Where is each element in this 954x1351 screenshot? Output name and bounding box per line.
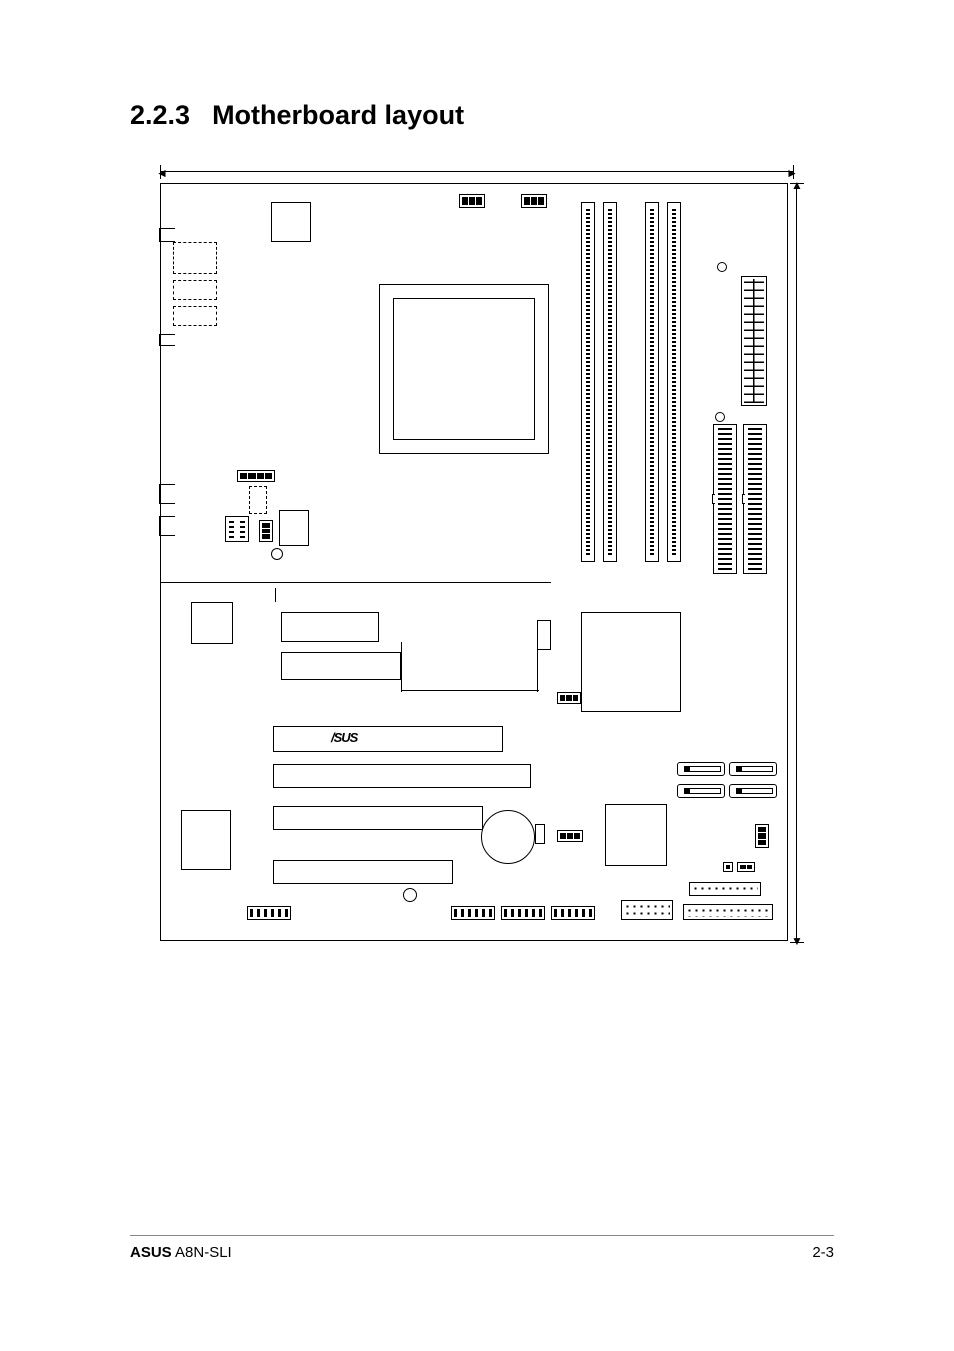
page-footer: ASUS A8N-SLI 2-3 <box>130 1235 834 1261</box>
fan-header <box>459 194 485 208</box>
chip <box>279 510 309 546</box>
io-tab <box>159 516 175 536</box>
io-tab <box>159 334 175 346</box>
board-outline: /SUS <box>160 183 788 941</box>
asus-logo: /SUS <box>331 730 357 745</box>
arrow-up-icon: ▲ <box>791 181 803 189</box>
header <box>259 520 273 542</box>
usb-header <box>551 906 595 920</box>
dimension-height: ▲ ▼ <box>790 183 802 943</box>
pci-slot <box>273 860 453 884</box>
clip <box>535 824 545 844</box>
sata-port <box>729 762 777 776</box>
pcie-slot <box>273 806 483 830</box>
io-dashed <box>173 280 217 300</box>
sata-port <box>729 784 777 798</box>
jumper <box>723 862 733 872</box>
chip <box>537 620 551 650</box>
mounting-hole <box>271 548 283 560</box>
chip <box>281 612 379 642</box>
io-dashed <box>173 242 217 274</box>
sata-port <box>677 784 725 798</box>
header <box>755 824 769 848</box>
motherboard-diagram: ◄ ► ▲ ▼ <box>148 171 788 941</box>
chip <box>225 516 249 542</box>
footer-brand: ASUS <box>130 1244 172 1261</box>
chip <box>191 602 233 644</box>
sata-port <box>677 762 725 776</box>
atx-power <box>741 276 767 406</box>
usb-header <box>501 906 545 920</box>
arrow-down-icon: ▼ <box>791 937 803 945</box>
mounting-hole <box>717 262 727 272</box>
section-number: 2.2.3 <box>130 100 190 130</box>
jumper <box>737 862 755 872</box>
ide-connector <box>743 424 767 574</box>
io-tab <box>159 484 175 504</box>
arrow-left-icon: ◄ <box>156 166 168 180</box>
section-heading: 2.2.3 Motherboard layout <box>130 100 834 131</box>
header <box>237 470 275 482</box>
section-title: Motherboard layout <box>212 100 464 130</box>
cmos-battery <box>481 810 535 864</box>
footer-left: ASUS A8N-SLI <box>130 1244 232 1261</box>
jumper <box>557 830 583 842</box>
pcie-slot <box>273 726 503 752</box>
mounting-hole <box>403 888 417 902</box>
front-panel-header <box>683 904 773 920</box>
mounting-hole <box>715 412 725 422</box>
dimm-slot <box>667 202 681 562</box>
usb-header <box>451 906 495 920</box>
footer-model: A8N-SLI <box>172 1244 232 1261</box>
chip <box>281 652 401 680</box>
footer-page: 2-3 <box>812 1244 834 1261</box>
header <box>557 692 581 704</box>
dimm-slot <box>645 202 659 562</box>
io-tab <box>159 228 175 242</box>
northbridge <box>581 612 681 712</box>
fan-header <box>521 194 547 208</box>
dimm-slot <box>581 202 595 562</box>
usb-header <box>247 906 291 920</box>
southbridge <box>605 804 667 866</box>
chip <box>181 810 231 870</box>
dimm-slot <box>603 202 617 562</box>
cpu-socket-inner <box>393 298 535 440</box>
front-panel-header <box>689 882 761 896</box>
io-dashed <box>173 306 217 326</box>
pci-slot <box>273 764 531 788</box>
ide-connector <box>713 424 737 574</box>
header-dashed <box>249 486 267 514</box>
audio-header <box>621 900 673 920</box>
io-block <box>271 202 311 242</box>
dimension-width: ◄ ► <box>160 165 794 177</box>
